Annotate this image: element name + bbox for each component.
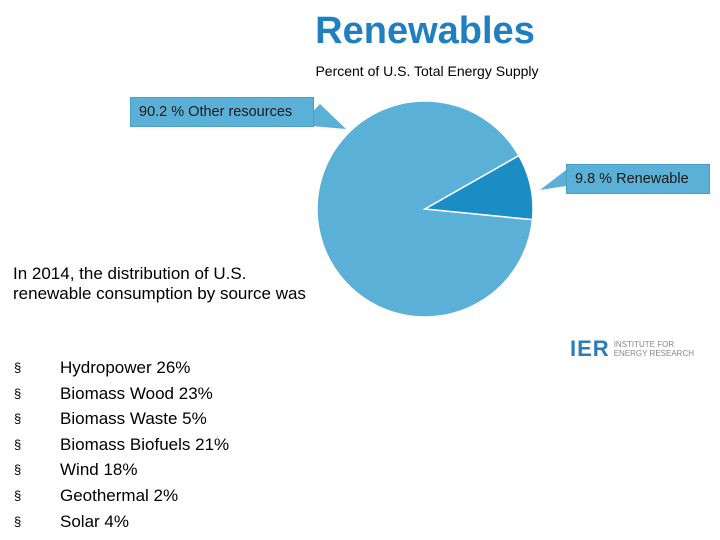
bullet-icon: § xyxy=(14,487,22,503)
list-item: § Geothermal 2% xyxy=(14,483,229,509)
logo-line2: ENERGY RESEARCH xyxy=(613,349,695,358)
list-item: § Wind 18% xyxy=(14,457,229,483)
renewable-sources-list: § Hydropower 26% § Biomass Wood 23% § Bioma… xyxy=(14,355,229,534)
source-label: Hydropower 26% xyxy=(60,358,191,377)
description-text: In 2014, the distribution of U.S. renewa… xyxy=(13,264,306,303)
slice-label-other-resources: 90.2 % Other resources xyxy=(130,97,314,127)
list-item: § Solar 4% xyxy=(14,509,229,535)
ier-logo: IER INSTITUTE FOR ENERGY RESEARCH xyxy=(570,336,694,362)
bullet-icon: § xyxy=(14,411,22,427)
source-label: Biomass Wood 23% xyxy=(60,383,213,403)
bullet-icon: § xyxy=(14,360,22,375)
source-label: Biomass Waste 5% xyxy=(60,409,207,429)
list-item: § Biomass Waste 5% xyxy=(14,406,229,432)
bullet-icon: § xyxy=(14,436,22,452)
chart-title: Renewables xyxy=(315,10,535,52)
chart-subtitle: Percent of U.S. Total Energy Supply xyxy=(315,63,539,79)
callout-pointer-renew xyxy=(540,170,566,190)
bullet-icon: § xyxy=(14,385,22,401)
list-item: § Biomass Biofuels 21% xyxy=(14,432,229,458)
logo-mark: IER xyxy=(570,336,610,361)
logo-line1: INSTITUTE FOR xyxy=(613,340,675,349)
slice-label-renewable: 9.8 % Renewable xyxy=(566,164,710,194)
bullet-icon: § xyxy=(14,462,22,478)
list-item: § Biomass Wood 23% xyxy=(14,381,229,407)
bullet-icon: § xyxy=(14,513,22,529)
source-label: Wind 18% xyxy=(60,460,138,480)
source-label: Solar 4% xyxy=(60,511,129,531)
source-label: Geothermal 2% xyxy=(60,485,179,505)
logo-text: INSTITUTE FOR ENERGY RESEARCH xyxy=(614,340,694,358)
list-item: § Hydropower 26% xyxy=(14,355,229,381)
source-label: Biomass Biofuels 21% xyxy=(60,434,230,454)
pie-slice-renewable xyxy=(422,154,534,221)
